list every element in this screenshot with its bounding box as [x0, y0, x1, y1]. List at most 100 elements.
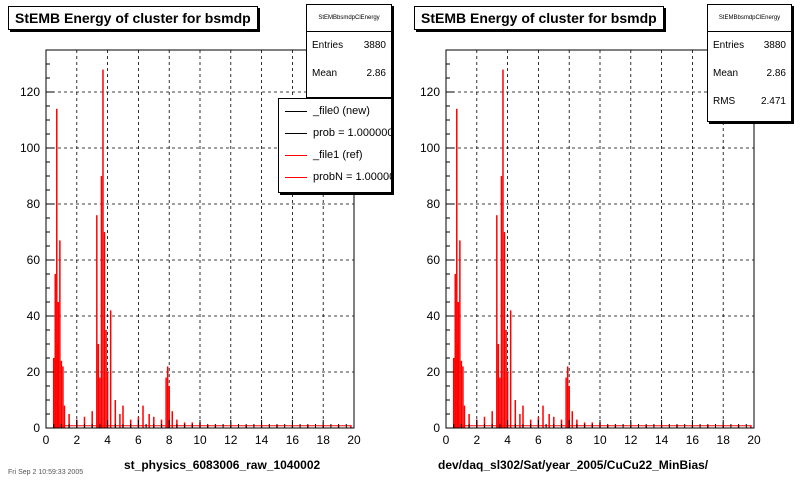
legend-line [285, 155, 307, 156]
histogram-bar [565, 377, 567, 428]
histogram-bar [109, 310, 112, 428]
histogram-bar [456, 108, 458, 429]
x-tick-label: 16 [686, 433, 700, 447]
y-tick-label: 40 [427, 309, 441, 323]
histogram-bar [56, 344, 59, 428]
histogram-bar [497, 344, 500, 428]
histogram-bar [514, 400, 517, 428]
stat-row-mean: Mean 2.86 [708, 60, 791, 88]
histogram-bar [83, 416, 86, 428]
stat-row-entries: Entries 3880 [708, 32, 791, 60]
histogram-bar [496, 215, 498, 428]
histogram-bar [522, 405, 524, 428]
stat-label: Mean [312, 68, 338, 79]
histogram-bar [750, 425, 752, 428]
y-tick-label: 40 [27, 309, 41, 323]
x-tick-label: 2 [473, 433, 480, 447]
legend-entry: _file0 (new) [279, 100, 391, 122]
y-tick-label: 0 [433, 421, 440, 435]
histogram-bar [491, 411, 493, 428]
histogram-bar [105, 330, 107, 428]
histogram-bar [54, 274, 56, 428]
y-tick-label: 100 [20, 141, 40, 155]
y-tick-label: 100 [420, 141, 440, 155]
chart-panel-left: 0 2 4 6 8 10 12 14 16 18 20 0 20 40 60 80 100 120 StEMB E… [8, 4, 392, 472]
x-tick-label: 14 [255, 433, 269, 447]
legend-entry: _file1 (ref) [279, 144, 391, 166]
histogram-bar [166, 366, 169, 428]
histogram-bar [460, 360, 463, 428]
x-tick-label: 18 [317, 433, 331, 447]
histogram-bar [529, 419, 532, 428]
stat-row-rms: RMS 2.471 [708, 88, 791, 116]
histogram-bar [459, 240, 461, 428]
stat-row-entries: Entries 3880 [307, 32, 391, 60]
histogram-bar [119, 414, 121, 428]
stat-value: 3880 [763, 40, 786, 51]
x-tick-label: 14 [655, 433, 669, 447]
stat-value: 2.86 [366, 68, 386, 79]
legend-line [285, 111, 307, 112]
stat-value: 2.471 [760, 96, 786, 107]
histogram-bar [148, 414, 150, 428]
histogram-bar [168, 386, 170, 428]
stat-value: 3880 [363, 40, 386, 51]
x-tick-label: 0 [443, 433, 450, 447]
y-tick-label: 80 [427, 197, 441, 211]
histogram-bar [176, 419, 178, 428]
x-tick-label: 4 [504, 433, 511, 447]
x-tick-label: 6 [535, 433, 542, 447]
x-axis-label: st_physics_6083006_raw_1040002 [124, 458, 321, 472]
histogram-bar [99, 377, 101, 428]
y-tick-label: 80 [27, 197, 41, 211]
x-tick-label: 10 [593, 433, 607, 447]
x-tick-label: 12 [624, 433, 638, 447]
histogram-bar [503, 232, 506, 428]
histogram-bar [576, 419, 578, 428]
histogram-bar [91, 411, 93, 428]
chart-title-text: StEMB Energy of cluster for bsmdp [421, 10, 657, 26]
histogram-bar [542, 405, 544, 428]
x-tick-label: 8 [566, 433, 573, 447]
histogram-bar [462, 366, 464, 428]
histogram-bar [165, 377, 167, 428]
histogram-bar [96, 215, 98, 428]
histogram-bar [566, 366, 569, 428]
histogram-bar [452, 358, 455, 428]
histogram-bar [102, 69, 104, 428]
histogram-bar [502, 69, 504, 428]
stat-label: Entries [713, 40, 745, 51]
legend-entry: probN = 1.000000 [279, 166, 391, 188]
stats-title: StEMBbsmdpClEnergy [708, 5, 791, 32]
x-tick-label: 18 [717, 433, 731, 447]
chart-title: StEMB Energy of cluster for bsmdp [8, 6, 258, 30]
histogram-bar [568, 386, 570, 428]
x-tick-label: 12 [224, 433, 238, 447]
histogram-bar [56, 108, 58, 429]
histogram-bar [153, 416, 155, 428]
legend-label: prob = 1.000000 [313, 127, 392, 139]
y-tick-label: 0 [33, 421, 40, 435]
y-tick-label: 120 [420, 85, 440, 99]
histogram-bar [553, 416, 555, 428]
histogram-bar [68, 414, 70, 428]
chart-panel-right: 0 2 4 6 8 10 12 14 16 18 20 0 20 40 60 80 100 120 StEMB E… [400, 0, 800, 480]
x-tick-label: 20 [347, 433, 361, 447]
histogram-bar [142, 405, 144, 428]
x-tick-label: 20 [747, 433, 761, 447]
histogram-bar [97, 344, 100, 428]
chart-title-text: StEMB Energy of cluster for bsmdp [15, 10, 251, 26]
x-tick-label: 0 [43, 433, 50, 447]
histogram-bar [468, 414, 470, 428]
x-tick-label: 8 [166, 433, 173, 447]
stat-label: Mean [713, 68, 739, 79]
stats-box: StEMBbsmdpClEnergy Entries 3880 Mean 2.8… [306, 4, 392, 98]
y-tick-label: 20 [427, 365, 441, 379]
histogram-bar [57, 302, 60, 428]
stats-box: StEMBbsmdpClEnergy Entries 3880 Mean 2.8… [707, 4, 792, 122]
chart-title: StEMB Energy of cluster for bsmdp [414, 6, 664, 30]
histogram-bar [160, 419, 163, 428]
legend-entry: prob = 1.000000 [279, 122, 391, 144]
histogram-bar [483, 416, 486, 428]
histogram-bar [500, 176, 503, 428]
